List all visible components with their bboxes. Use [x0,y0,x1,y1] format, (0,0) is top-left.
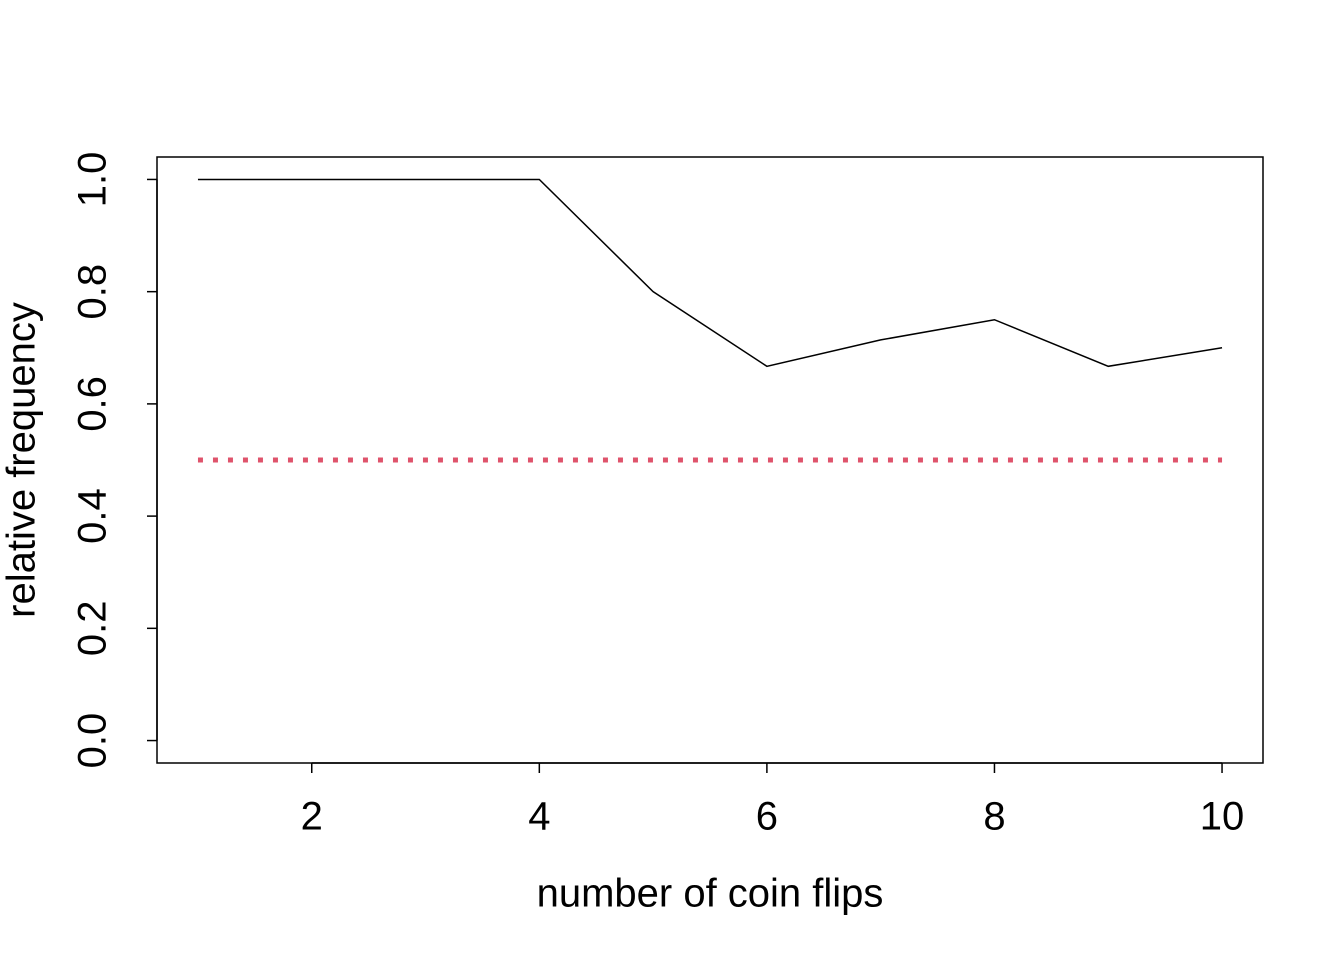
x-tick-label: 2 [301,795,323,839]
x-tick-label: 8 [983,795,1005,839]
y-tick-label: 0.2 [71,601,115,657]
y-tick-label: 0.4 [71,488,115,544]
y-tick-label: 1.0 [71,152,115,208]
x-tick-label: 6 [756,795,778,839]
data-line [197,178,1223,368]
y-tick-label: 0.0 [71,713,115,769]
y-axis-label: relative frequency [0,302,44,618]
x-axis-label: number of coin flips [537,872,884,916]
x-tick-label: 4 [528,795,550,839]
y-tick-label: 0.6 [71,376,115,432]
y-tick-label: 0.8 [71,264,115,320]
x-tick-label: 10 [1200,795,1245,839]
